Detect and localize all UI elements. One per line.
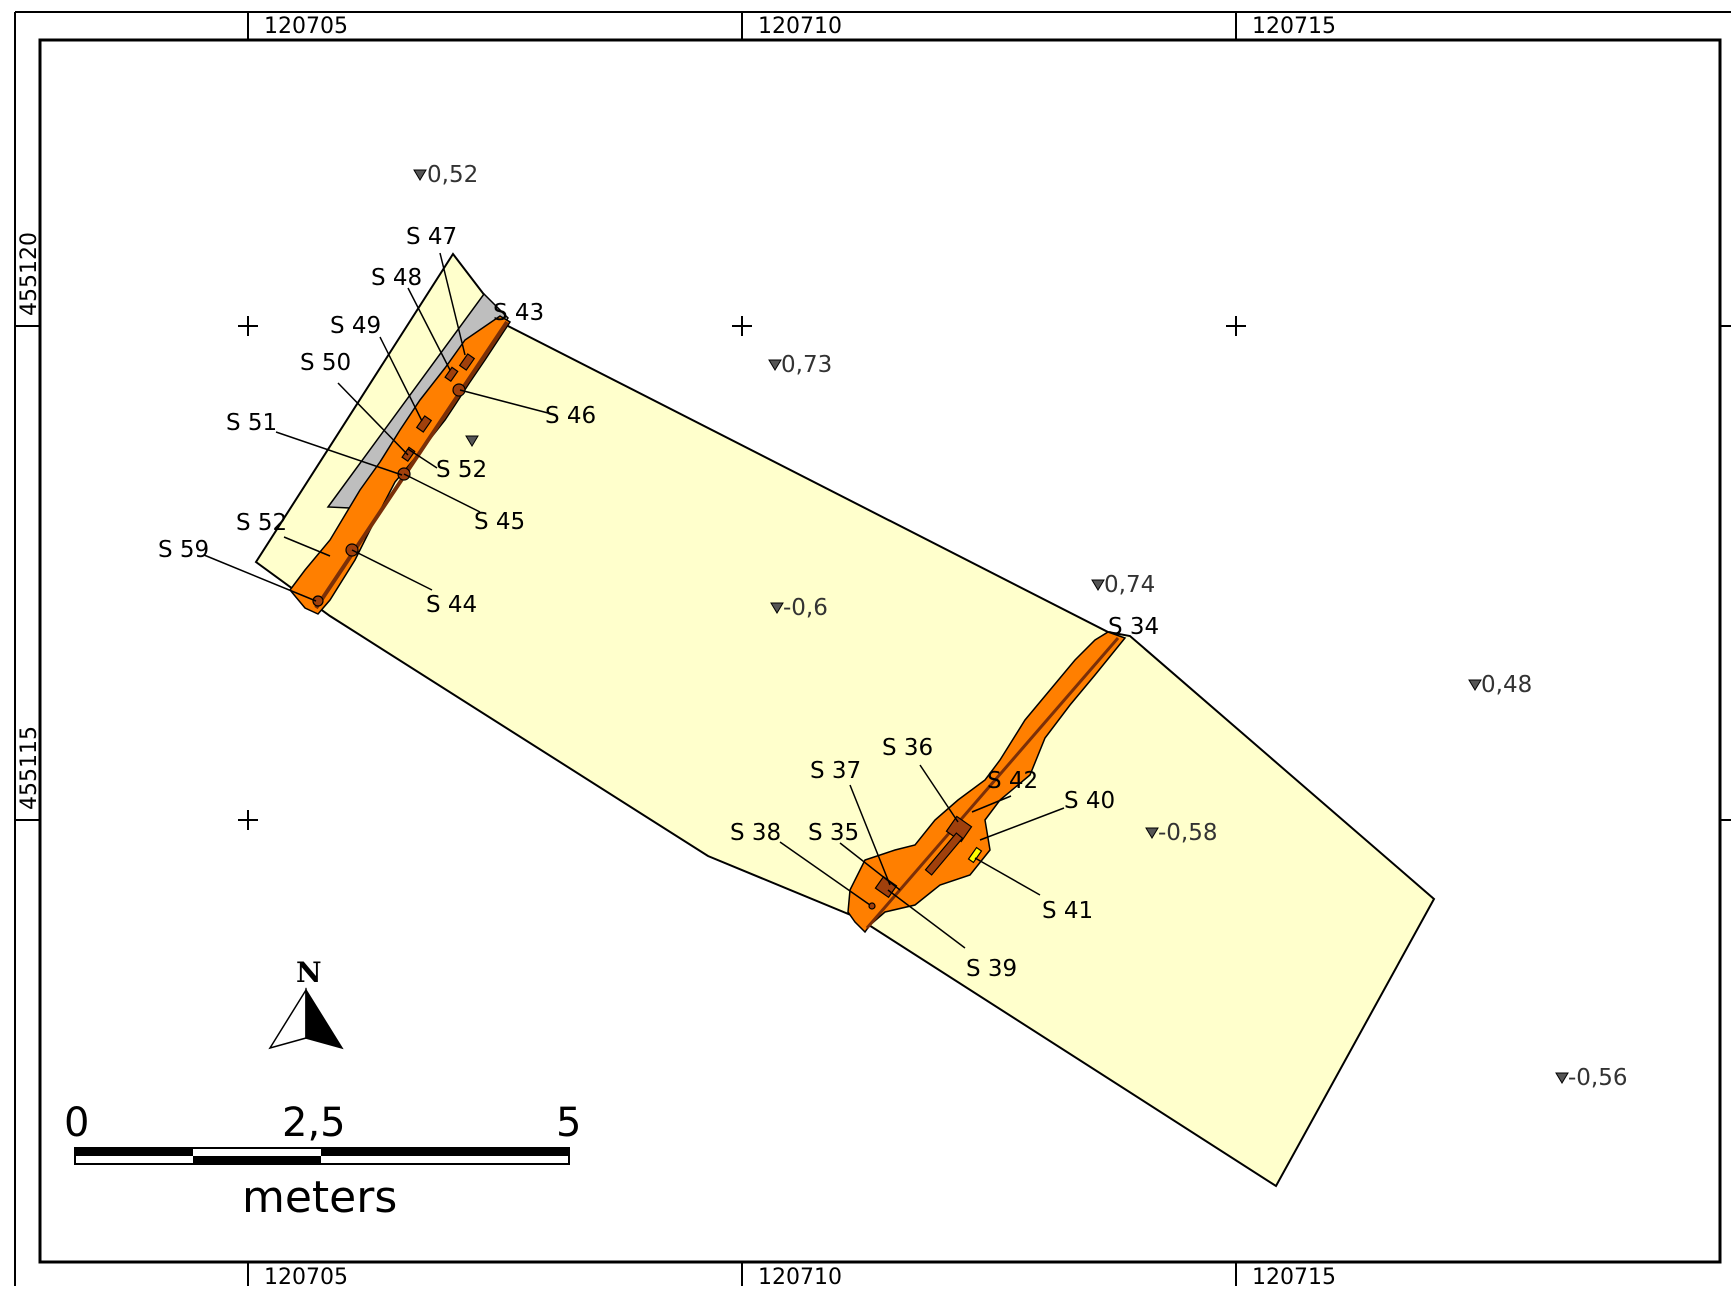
feature-label-s41: S 41 xyxy=(1042,898,1093,924)
level-label-052: 0,52 xyxy=(427,162,478,188)
feature-label-s51: S 51 xyxy=(226,410,277,436)
north-arrow-right-half-icon xyxy=(305,987,344,1050)
north-arrow: N xyxy=(268,956,344,1050)
feature-label-s46: S 46 xyxy=(545,403,596,429)
feature-label-s45: S 45 xyxy=(474,509,525,535)
scale-bar: 0 2,5 5 meters xyxy=(64,1100,581,1223)
grid-label-x-bottom-3: 120715 xyxy=(1252,1265,1336,1286)
level-label-074: 0,74 xyxy=(1104,572,1155,598)
scale-tick-5: 5 xyxy=(556,1100,581,1146)
level-label-m056: -0,56 xyxy=(1568,1065,1628,1091)
grid-label-y-1: 455120 xyxy=(17,232,42,316)
feature-label-s36: S 36 xyxy=(882,735,933,761)
feature-label-s44: S 44 xyxy=(426,592,477,618)
grid-ticks xyxy=(14,11,1731,1286)
grid-label-x-bottom-1: 120705 xyxy=(264,1265,348,1286)
feature-label-s39: S 39 xyxy=(966,956,1017,982)
level-markers xyxy=(413,169,1569,1084)
leader-lines xyxy=(203,252,1065,949)
feature-label-s42: S 42 xyxy=(987,768,1038,794)
grid-label-x-top-1: 120705 xyxy=(264,14,348,39)
scale-tick-2-5: 2,5 xyxy=(282,1100,346,1146)
level-label-073: 0,73 xyxy=(781,352,832,378)
feature-label-s34: S 34 xyxy=(1108,614,1159,640)
feature-label-s37: S 37 xyxy=(810,758,861,784)
feature-label-s35: S 35 xyxy=(808,820,859,846)
feature-label-s52-upper: S 52 xyxy=(436,457,487,483)
grid-label-x-bottom-2: 120710 xyxy=(758,1265,842,1286)
feature-label-s43: S 43 xyxy=(493,300,544,326)
grid-label-x-top-3: 120715 xyxy=(1252,14,1336,39)
grid-label-y-2: 455115 xyxy=(17,726,42,810)
ditch-southeast xyxy=(847,631,1127,934)
level-label-048: 0,48 xyxy=(1481,672,1532,698)
level-label-m06: -0,6 xyxy=(783,595,828,621)
grid-label-x-top-2: 120710 xyxy=(758,14,842,39)
ditch-northwest-centreline xyxy=(314,320,509,610)
feature-label-s48: S 48 xyxy=(371,265,422,291)
feature-label-s50: S 50 xyxy=(300,350,351,376)
feature-label-s49: S 49 xyxy=(330,313,381,339)
feature-label-s52-lower: S 52 xyxy=(236,510,287,536)
feature-label-s59: S 59 xyxy=(158,537,209,563)
north-arrow-label: N xyxy=(296,956,322,989)
scale-tick-0: 0 xyxy=(64,1100,89,1146)
feature-label-s38: S 38 xyxy=(730,820,781,846)
ditch-southeast-centreline xyxy=(865,637,1120,929)
feature-label-s40: S 40 xyxy=(1064,788,1115,814)
cut-features xyxy=(312,353,983,910)
feature-label-s47: S 47 xyxy=(406,224,457,250)
scale-unit-label: meters xyxy=(242,1172,397,1223)
level-label-m058: -0,58 xyxy=(1158,820,1218,846)
